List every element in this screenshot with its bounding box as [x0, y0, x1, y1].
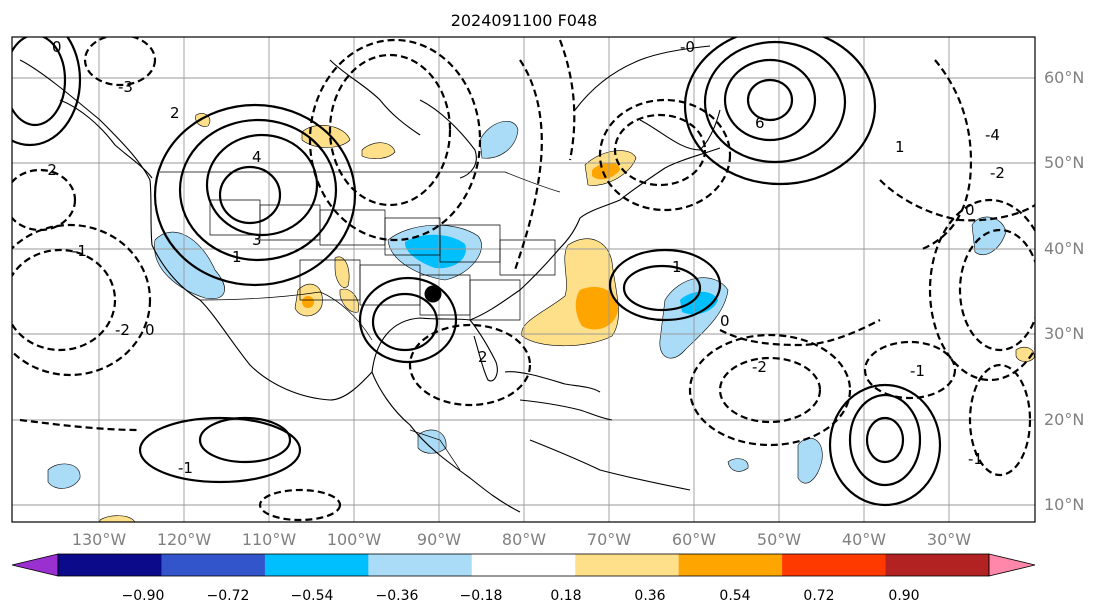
- colorbar-segment: [58, 554, 162, 576]
- colorbar-segment: [782, 554, 887, 576]
- shaded-regions: [47, 113, 1035, 522]
- contour-label: 2: [478, 348, 488, 366]
- colorbar: [11, 553, 1036, 577]
- negative-anomaly-region: [727, 458, 749, 472]
- contour-label: -4: [985, 126, 1000, 144]
- dashed-contours: [12, 37, 1035, 522]
- lat-label: 20°N: [1044, 410, 1084, 429]
- lon-label: 80°W: [502, 530, 546, 549]
- colorbar-tick-label: −0.18: [460, 588, 503, 604]
- positive-anomaly-region: [99, 515, 136, 522]
- longitude-labels: 130°W 120°W 110°W 100°W 90°W 80°W 70°W 6…: [72, 530, 971, 549]
- contour-label: 0: [965, 201, 975, 219]
- contour-label: -1: [910, 362, 925, 380]
- colorbar-tick-label: −0.90: [122, 588, 165, 604]
- positive-anomaly-region: [334, 256, 350, 288]
- contour-label: 4: [252, 148, 262, 166]
- contour-label: -2: [752, 358, 767, 376]
- political-borders: [160, 171, 561, 471]
- contour-label: -1: [968, 450, 983, 468]
- lat-label: 60°N: [1044, 68, 1084, 87]
- colorbar-extend-high: [988, 553, 1036, 577]
- negative-anomaly-core: [680, 291, 718, 315]
- storm-center-marker: [424, 285, 442, 303]
- contour-label: -1: [178, 459, 193, 477]
- contour-labels: 0 -2 2 4 -3 -1 1 0 -2 3 6 -0 -4 1 0 -2 0…: [42, 38, 1005, 477]
- colorbar-tick-label: −0.36: [376, 588, 419, 604]
- coastlines: [19, 45, 721, 513]
- contour-label: 6: [755, 114, 765, 132]
- lon-label: 90°W: [417, 530, 461, 549]
- positive-anomaly-core: [575, 286, 618, 330]
- colorbar-tick-label: 0.54: [719, 588, 750, 604]
- solid-contours: [12, 37, 942, 507]
- colorbar-tick-label: 0.90: [888, 588, 919, 604]
- colorbar-tick-label: 0.36: [634, 588, 665, 604]
- negative-anomaly-region: [47, 463, 81, 489]
- lon-label: 60°W: [672, 530, 716, 549]
- contour-label: 0: [720, 312, 730, 330]
- graticule: [12, 37, 1035, 522]
- lon-label: 40°W: [842, 530, 886, 549]
- lon-label: 120°W: [157, 530, 212, 549]
- colorbar-segment: [161, 554, 266, 576]
- colorbar-tick-label: 0.72: [803, 588, 834, 604]
- colorbar-segment: [471, 554, 576, 576]
- contour-label: 1: [672, 258, 682, 276]
- negative-anomaly-region: [479, 121, 519, 159]
- contour-label: 1: [895, 138, 905, 156]
- contour-label: -2: [42, 161, 57, 179]
- contour-label: -1: [72, 242, 87, 260]
- colorbar-tick-label: −0.72: [207, 588, 250, 604]
- contour-label: 0: [145, 321, 155, 339]
- lat-label: 10°N: [1044, 495, 1084, 514]
- negative-anomaly-region: [971, 216, 1007, 256]
- colorbar-tick-label: −0.54: [291, 588, 334, 604]
- colorbar-segment: [368, 554, 473, 576]
- lon-label: 110°W: [242, 530, 297, 549]
- colorbar-segment: [575, 554, 680, 576]
- colorbar-tick-label: 0.18: [550, 588, 581, 604]
- colorbar-segment: [264, 554, 369, 576]
- contour-label: -2: [990, 164, 1005, 182]
- positive-anomaly-core: [302, 296, 314, 308]
- contour-label: 3: [252, 231, 262, 249]
- colorbar-tick-labels: −0.90 −0.72 −0.54 −0.36 −0.18 0.18 0.36 …: [122, 588, 920, 604]
- map-frame: [11, 36, 1036, 523]
- lat-label: 50°N: [1044, 153, 1084, 172]
- contour-label: 1: [232, 248, 242, 266]
- negative-anomaly-core: [404, 234, 466, 269]
- colorbar-segment: [885, 554, 990, 576]
- lat-label: 40°N: [1044, 239, 1084, 258]
- lon-label: 30°W: [927, 530, 971, 549]
- contour-label: -2: [115, 321, 130, 339]
- lon-label: 70°W: [587, 530, 631, 549]
- colorbar-extend-low: [11, 553, 59, 577]
- lon-label: 100°W: [327, 530, 382, 549]
- map-title: 2024091100 F048: [451, 11, 598, 30]
- map-panel: 0 -2 2 4 -3 -1 1 0 -2 3 6 -0 -4 1 0 -2 0…: [12, 37, 1035, 522]
- colorbar-segment: [678, 554, 783, 576]
- lon-label: 130°W: [72, 530, 127, 549]
- lon-label: 50°W: [757, 530, 801, 549]
- positive-anomaly-core: [592, 162, 620, 180]
- contour-label: -3: [118, 78, 133, 96]
- contour-label: 2: [170, 104, 180, 122]
- latitude-labels: 60°N 50°N 40°N 30°N 20°N 10°N: [1044, 68, 1084, 514]
- colorbar-frame: [57, 553, 990, 577]
- lat-label: 30°N: [1044, 324, 1084, 343]
- positive-anomaly-region: [361, 142, 396, 159]
- contour-label: 0: [52, 38, 62, 56]
- contour-label: -0: [680, 38, 695, 56]
